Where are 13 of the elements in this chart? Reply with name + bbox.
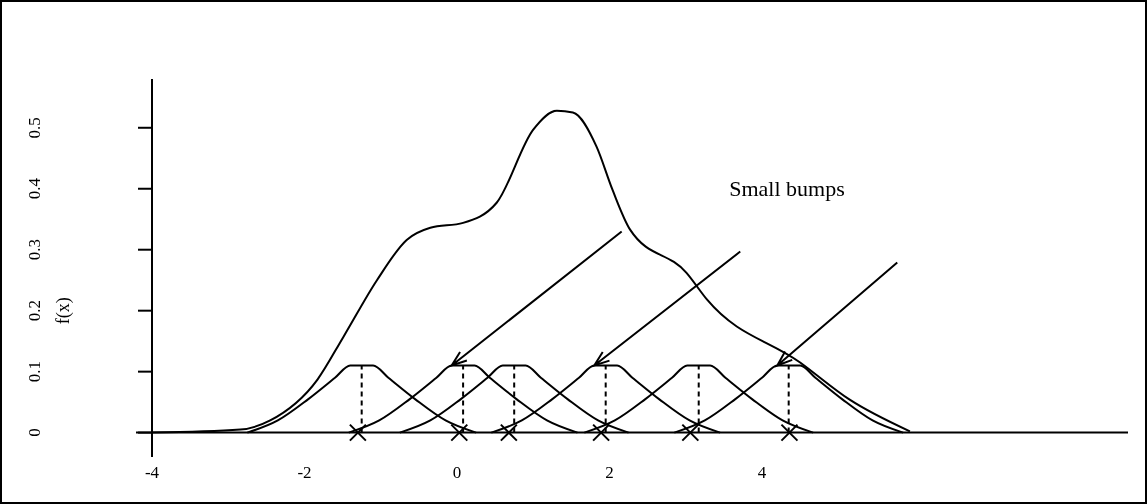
y-axis-title: f(x) [53, 297, 74, 325]
x-tick-label: -2 [297, 463, 312, 482]
x-tick-label: 2 [605, 463, 614, 482]
y-tick-label: 0.4 [25, 177, 44, 200]
y-tick-label: 0 [25, 428, 44, 437]
y-tick-label: 0.2 [25, 300, 44, 322]
x-tick-label: 0 [452, 463, 462, 482]
y-tick-label: 0.1 [25, 361, 44, 383]
y-tick-label: 0.3 [25, 239, 44, 261]
x-tick-label: -4 [144, 463, 160, 482]
y-tick-label: 0.5 [25, 117, 44, 139]
annotation: Small bumps [729, 176, 845, 201]
x-tick-label: 4 [757, 463, 767, 482]
